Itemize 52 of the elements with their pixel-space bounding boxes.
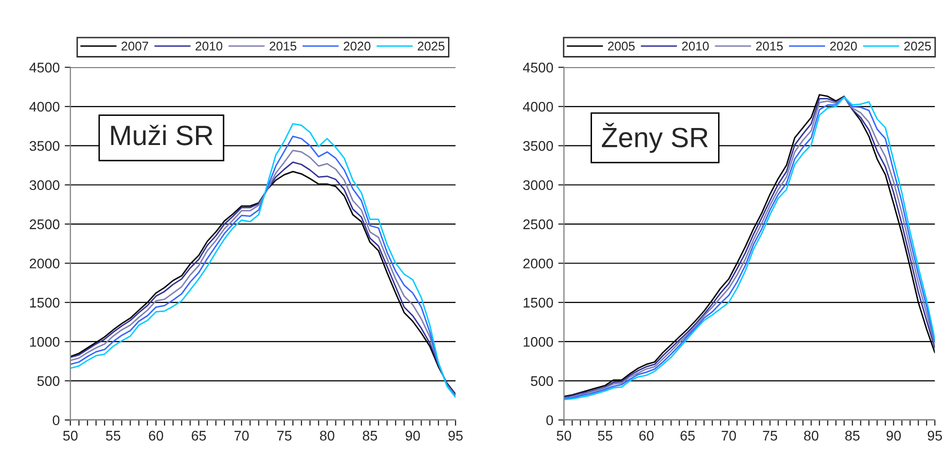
y-tick-label: 0 [546,415,553,426]
y-tick-label: 1000 [524,336,553,347]
legend-label: 2010 [682,42,709,51]
x-tick-label: 55 [106,430,120,441]
x-tick-label: 60 [639,430,654,441]
y-tick-label: 3500 [30,141,60,151]
y-tick-label: 0 [52,415,60,426]
y-tick-label: 4000 [522,102,553,112]
x-tick-label: 55 [598,430,612,441]
legend-label: 2020 [830,42,857,51]
y-tick-label: 500 [37,376,60,386]
y-tick-label: 3500 [523,141,553,151]
x-tick-label: 65 [192,430,206,441]
x-tick-label: 70 [234,430,249,441]
y-tick-label: 1500 [524,298,553,308]
y-tick-label: 2000 [30,258,60,268]
x-tick-label: 65 [680,430,695,441]
legend-label: 2007 [122,42,148,51]
legend-label: 2015 [270,42,296,51]
legend-label: 2020 [344,42,370,51]
x-tick-label: 50 [63,430,78,441]
x-tick-label: 50 [556,430,572,441]
x-tick-label: 70 [722,430,736,441]
x-tick-label: 95 [448,430,463,441]
y-tick-label: 4500 [522,62,553,72]
x-tick-label: 75 [277,430,292,441]
legend-label: 2010 [196,42,222,51]
x-tick-label: 90 [406,430,420,441]
x-tick-label: 85 [362,430,378,441]
x-tick-label: 80 [804,430,818,441]
y-tick-label: 1500 [30,298,60,308]
legend-label: 2015 [756,42,783,51]
y-tick-label: 1000 [30,336,60,347]
y-tick-label: 2500 [523,219,553,230]
legend-label: 2025 [418,42,444,51]
x-tick-label: 95 [928,430,942,441]
y-tick-label: 4000 [29,102,60,112]
x-tick-label: 60 [148,430,164,441]
annotation: Ženy SR [602,122,708,153]
y-tick-label: 3000 [30,180,60,190]
legend-label: 2005 [608,42,635,51]
annotation: Muži SR [111,124,213,146]
x-tick-label: 80 [320,430,334,441]
y-tick-label: 3000 [523,180,553,190]
y-tick-label: 2500 [30,219,60,230]
x-tick-label: 85 [845,430,860,441]
legend-label: 2025 [904,42,931,51]
x-tick-label: 90 [886,430,901,441]
y-tick-label: 4500 [29,62,60,72]
y-tick-label: 500 [530,376,553,386]
y-tick-label: 2000 [523,258,553,268]
x-tick-label: 75 [762,430,778,441]
